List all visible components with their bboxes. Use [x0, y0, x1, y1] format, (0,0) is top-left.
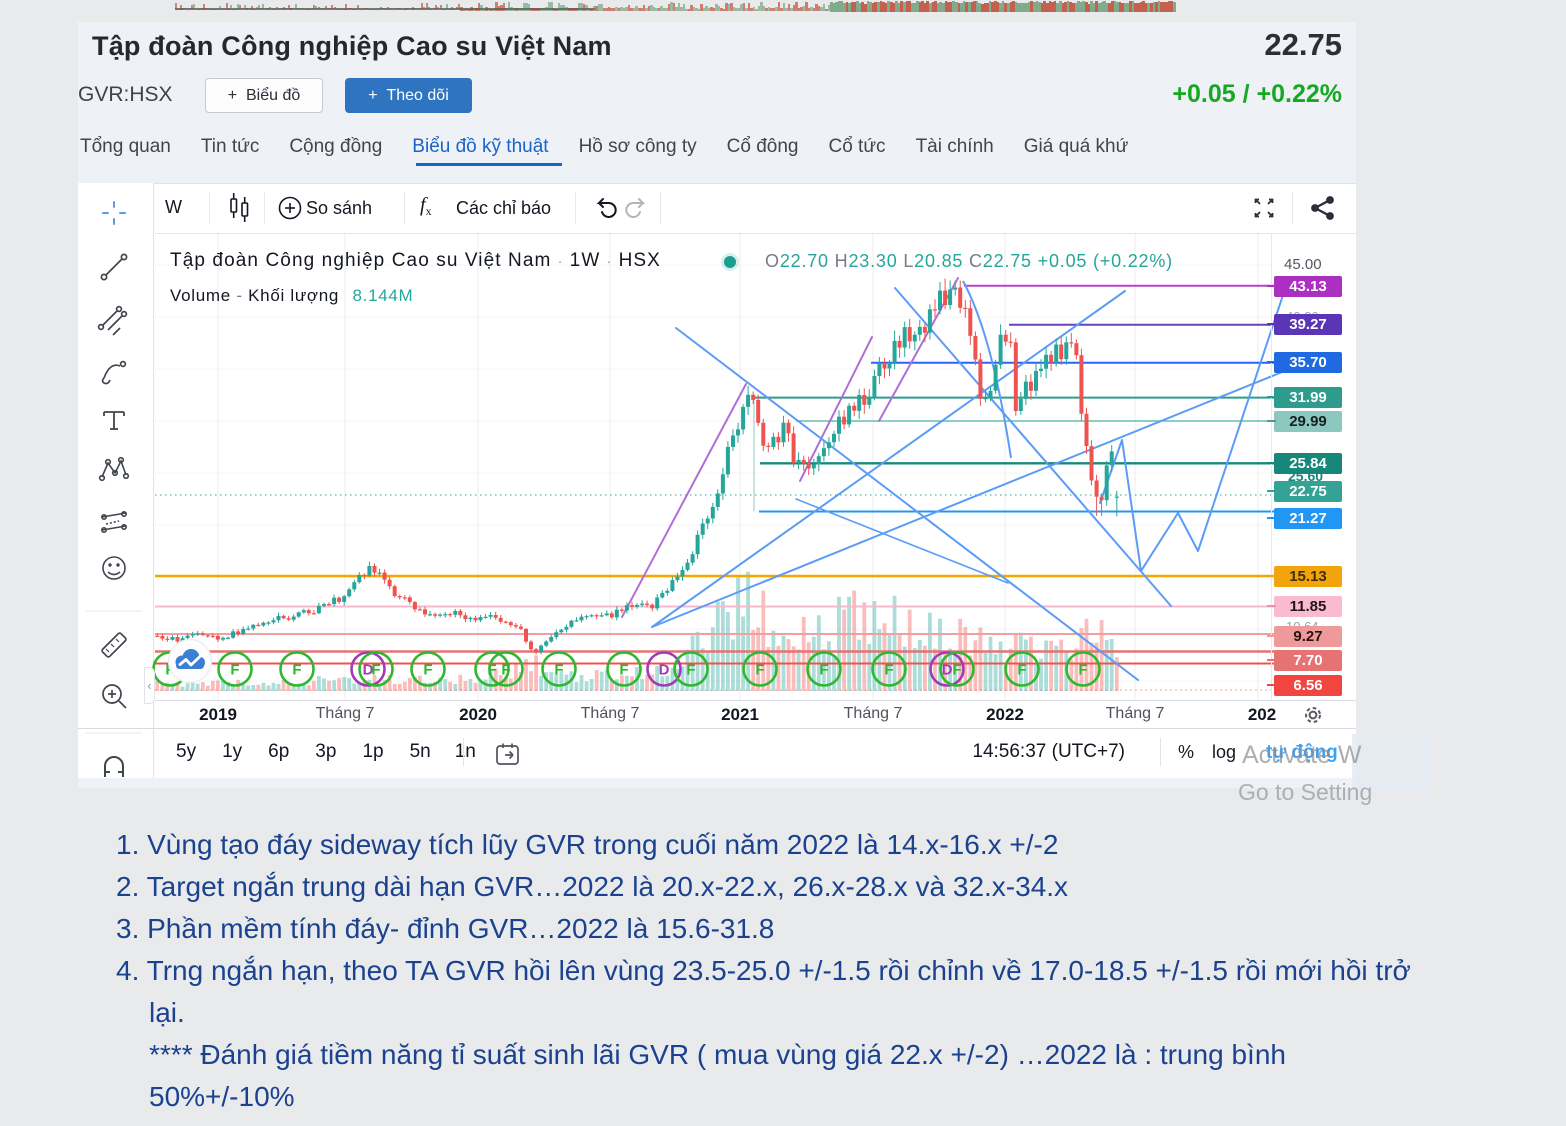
svg-text:F: F	[554, 661, 563, 678]
svg-text:F: F	[501, 661, 510, 678]
svg-text:D: D	[942, 661, 953, 678]
svg-text:F: F	[1017, 661, 1026, 678]
svg-text:F: F	[1078, 661, 1087, 678]
svg-text:F: F	[755, 661, 764, 678]
svg-text:F: F	[230, 661, 239, 678]
svg-text:F: F	[371, 661, 380, 678]
svg-text:F: F	[619, 661, 628, 678]
svg-text:F: F	[686, 661, 695, 678]
svg-text:D: D	[363, 661, 374, 678]
svg-text:F: F	[423, 661, 432, 678]
svg-text:F: F	[952, 661, 961, 678]
svg-text:F: F	[884, 661, 893, 678]
svg-text:D: D	[659, 661, 670, 678]
svg-text:F: F	[819, 661, 828, 678]
svg-text:F: F	[487, 661, 496, 678]
svg-text:F: F	[292, 661, 301, 678]
